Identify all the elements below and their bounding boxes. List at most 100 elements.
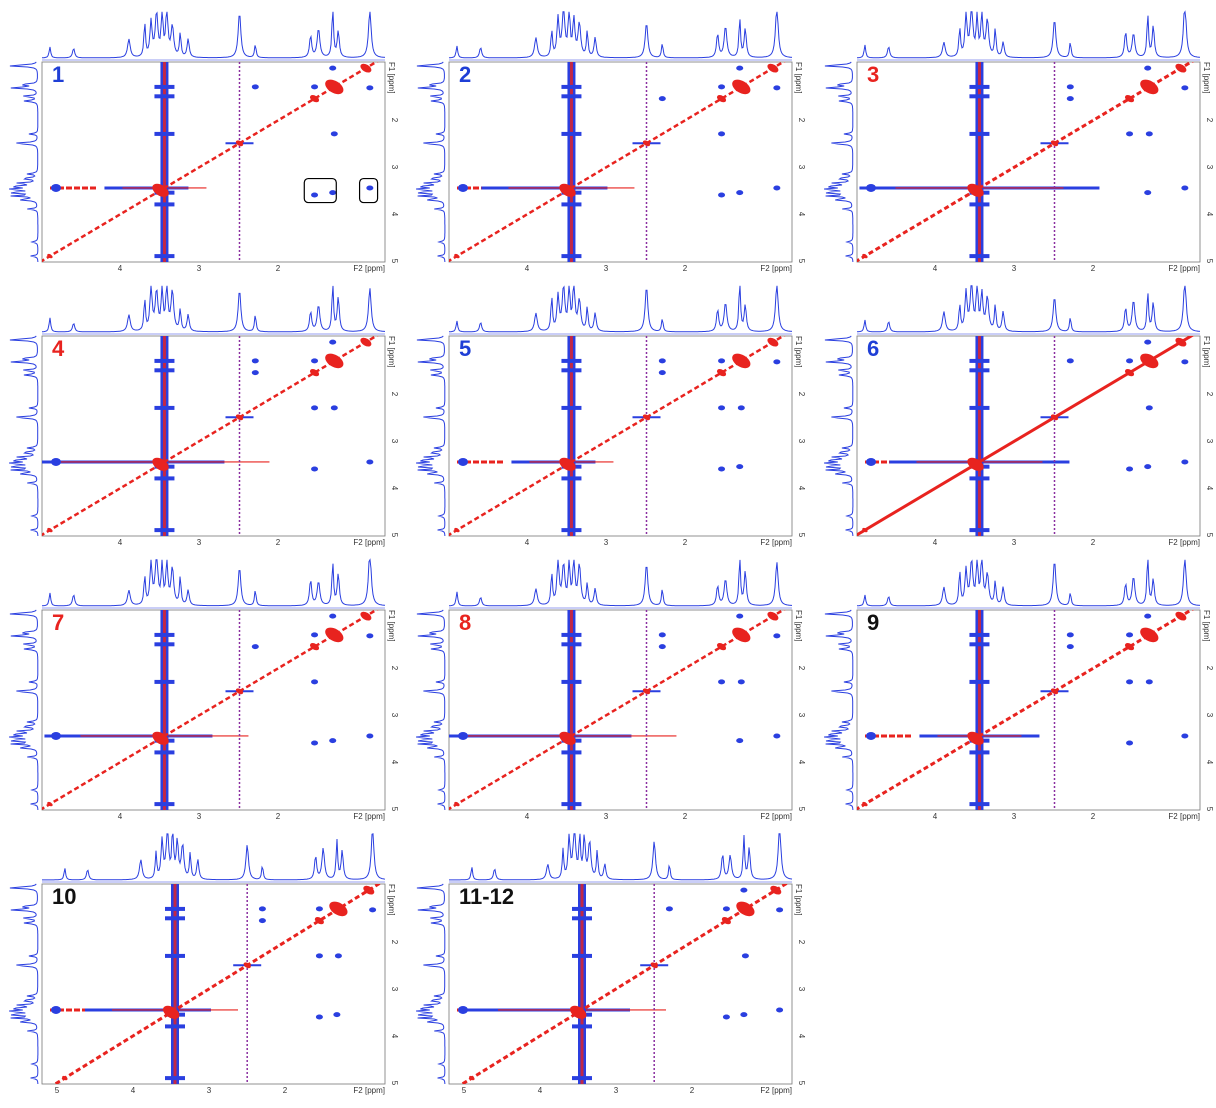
y-axis-label: F1 [ppm] — [794, 62, 803, 94]
cross-peak — [561, 632, 582, 637]
cross-peak — [572, 916, 592, 921]
plot-frame — [41, 335, 386, 537]
cross-peak — [329, 65, 337, 71]
spectrum — [42, 62, 379, 262]
f1-projection — [416, 883, 446, 1085]
cross-peak — [1126, 679, 1134, 685]
cross-peak — [561, 528, 582, 533]
f1-projection — [824, 335, 854, 537]
cross-peak — [1066, 96, 1074, 102]
x-tick-label: 4 — [131, 1086, 136, 1095]
x-tick-label: 3 — [1012, 538, 1017, 547]
x-tick-label: 3 — [604, 812, 609, 821]
panel: 2 4 3 2 F2 [ppm] 2 3 4 5 F1 [ppm] — [416, 11, 806, 273]
f1-projection — [824, 609, 854, 811]
diagonal — [42, 610, 379, 810]
cross-peak — [969, 254, 990, 259]
cross-peak — [311, 405, 319, 411]
spectrum — [857, 62, 1195, 262]
y-axis-label: F1 [ppm] — [387, 610, 396, 642]
diagonal-peak — [309, 369, 320, 377]
cross-peak — [311, 466, 319, 472]
cross-peak — [665, 906, 673, 912]
stripe — [173, 884, 177, 1084]
cross-peak — [969, 131, 990, 136]
y-axis-label: F1 [ppm] — [794, 336, 803, 368]
cross-peak — [311, 740, 319, 746]
y-tick-label: 3 — [1205, 165, 1214, 170]
x-tick-label: 3 — [1012, 812, 1017, 821]
cross-peak — [311, 358, 319, 364]
diagonal — [42, 336, 379, 536]
cross-peak — [561, 94, 582, 99]
panel: 8 4 3 2 F2 [ppm] 2 3 4 5 F1 [ppm] — [416, 559, 806, 821]
cross-peak — [969, 476, 990, 481]
y-tick-label: 3 — [797, 165, 806, 170]
x-axis-label: F2 [ppm] — [760, 1086, 792, 1095]
y-tick-label: 3 — [797, 987, 806, 992]
diagonal-peak — [152, 457, 169, 471]
cross-peak — [561, 750, 582, 755]
x-tick-label: 4 — [525, 264, 530, 273]
diagonal-peak — [767, 611, 779, 621]
y-tick-label: 5 — [797, 807, 806, 812]
panel: 3 4 3 2 F2 [ppm] 2 3 4 5 F1 [ppm] — [824, 10, 1214, 273]
diagonal-peak — [559, 183, 576, 197]
diagonal-peak — [309, 95, 320, 103]
y-tick-label: 2 — [797, 940, 806, 945]
cross-peak — [1181, 185, 1189, 191]
cross-peak — [1126, 466, 1134, 472]
cross-peak — [658, 370, 666, 376]
cross-peak — [154, 202, 175, 207]
x-tick-label: 2 — [276, 538, 281, 547]
stripe — [977, 610, 981, 810]
cross-peak — [1144, 65, 1152, 71]
spectrum — [457, 884, 789, 1084]
x-tick-label: 4 — [118, 812, 123, 821]
cross-peak — [315, 953, 323, 959]
y-tick-label: 2 — [390, 392, 399, 397]
cross-peak — [258, 918, 266, 924]
cross-peak — [1126, 632, 1134, 638]
cross-peak — [561, 202, 582, 207]
diagonal-peak — [716, 369, 727, 377]
diagonal-peak — [1050, 688, 1059, 695]
diagonal-peak — [1175, 611, 1187, 621]
y-tick-label: 3 — [390, 713, 399, 718]
panel: 5 4 3 2 F2 [ppm] 2 3 4 5 F1 [ppm] — [416, 285, 806, 547]
diagonal-peak — [767, 63, 779, 73]
diagonal-peak — [1124, 643, 1135, 651]
diagonal-peak — [1050, 414, 1059, 421]
y-tick-label: 2 — [797, 392, 806, 397]
y-tick-label: 3 — [797, 713, 806, 718]
cross-peak — [741, 953, 749, 959]
x-tick-label: 2 — [683, 538, 688, 547]
y-tick-label: 2 — [1205, 666, 1214, 671]
x-axis-label: F2 [ppm] — [353, 812, 385, 821]
cross-peak — [1181, 733, 1189, 739]
x-tick-label: 3 — [197, 812, 202, 821]
y-tick-label: 4 — [390, 1034, 399, 1039]
x-tick-label: 4 — [538, 1086, 543, 1095]
y-tick-label: 4 — [390, 760, 399, 765]
diagonal-peak — [469, 1075, 475, 1081]
stripe — [580, 884, 584, 1084]
cross-peak — [969, 405, 990, 410]
spectrum — [857, 610, 1195, 810]
y-tick-label: 3 — [390, 439, 399, 444]
diagonal-peak — [363, 885, 375, 895]
cross-peak — [329, 190, 337, 196]
y-tick-label: 2 — [1205, 392, 1214, 397]
cross-peak — [561, 679, 582, 684]
diagonal-peak — [642, 688, 651, 695]
cross-peak — [736, 65, 744, 71]
diagonal-peak — [152, 183, 169, 197]
diagonal-peak — [862, 527, 868, 533]
cross-peak — [736, 190, 744, 196]
diagonal-peak — [47, 527, 53, 533]
diagonal-peak — [47, 801, 53, 807]
y-axis-label: F1 [ppm] — [387, 62, 396, 94]
cross-peak — [969, 94, 990, 99]
diagonal-peak — [559, 731, 576, 745]
diagonal-peak — [325, 79, 344, 95]
